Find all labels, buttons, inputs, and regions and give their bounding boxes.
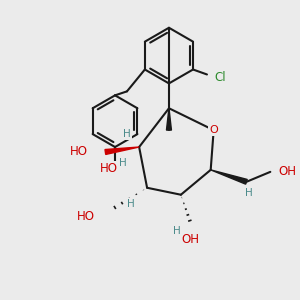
Text: H: H — [127, 199, 135, 209]
Text: HO: HO — [70, 146, 88, 158]
Text: O: O — [209, 125, 218, 135]
Text: HO: HO — [100, 162, 118, 176]
Text: H: H — [119, 158, 127, 168]
Text: H: H — [173, 226, 181, 236]
Text: OH: OH — [278, 165, 296, 178]
Polygon shape — [211, 170, 247, 184]
Text: H: H — [244, 188, 252, 198]
Polygon shape — [105, 147, 139, 154]
Text: OH: OH — [182, 233, 200, 246]
Text: H: H — [123, 129, 131, 139]
Polygon shape — [167, 108, 171, 130]
Text: Cl: Cl — [214, 71, 226, 84]
Text: HO: HO — [76, 210, 94, 223]
